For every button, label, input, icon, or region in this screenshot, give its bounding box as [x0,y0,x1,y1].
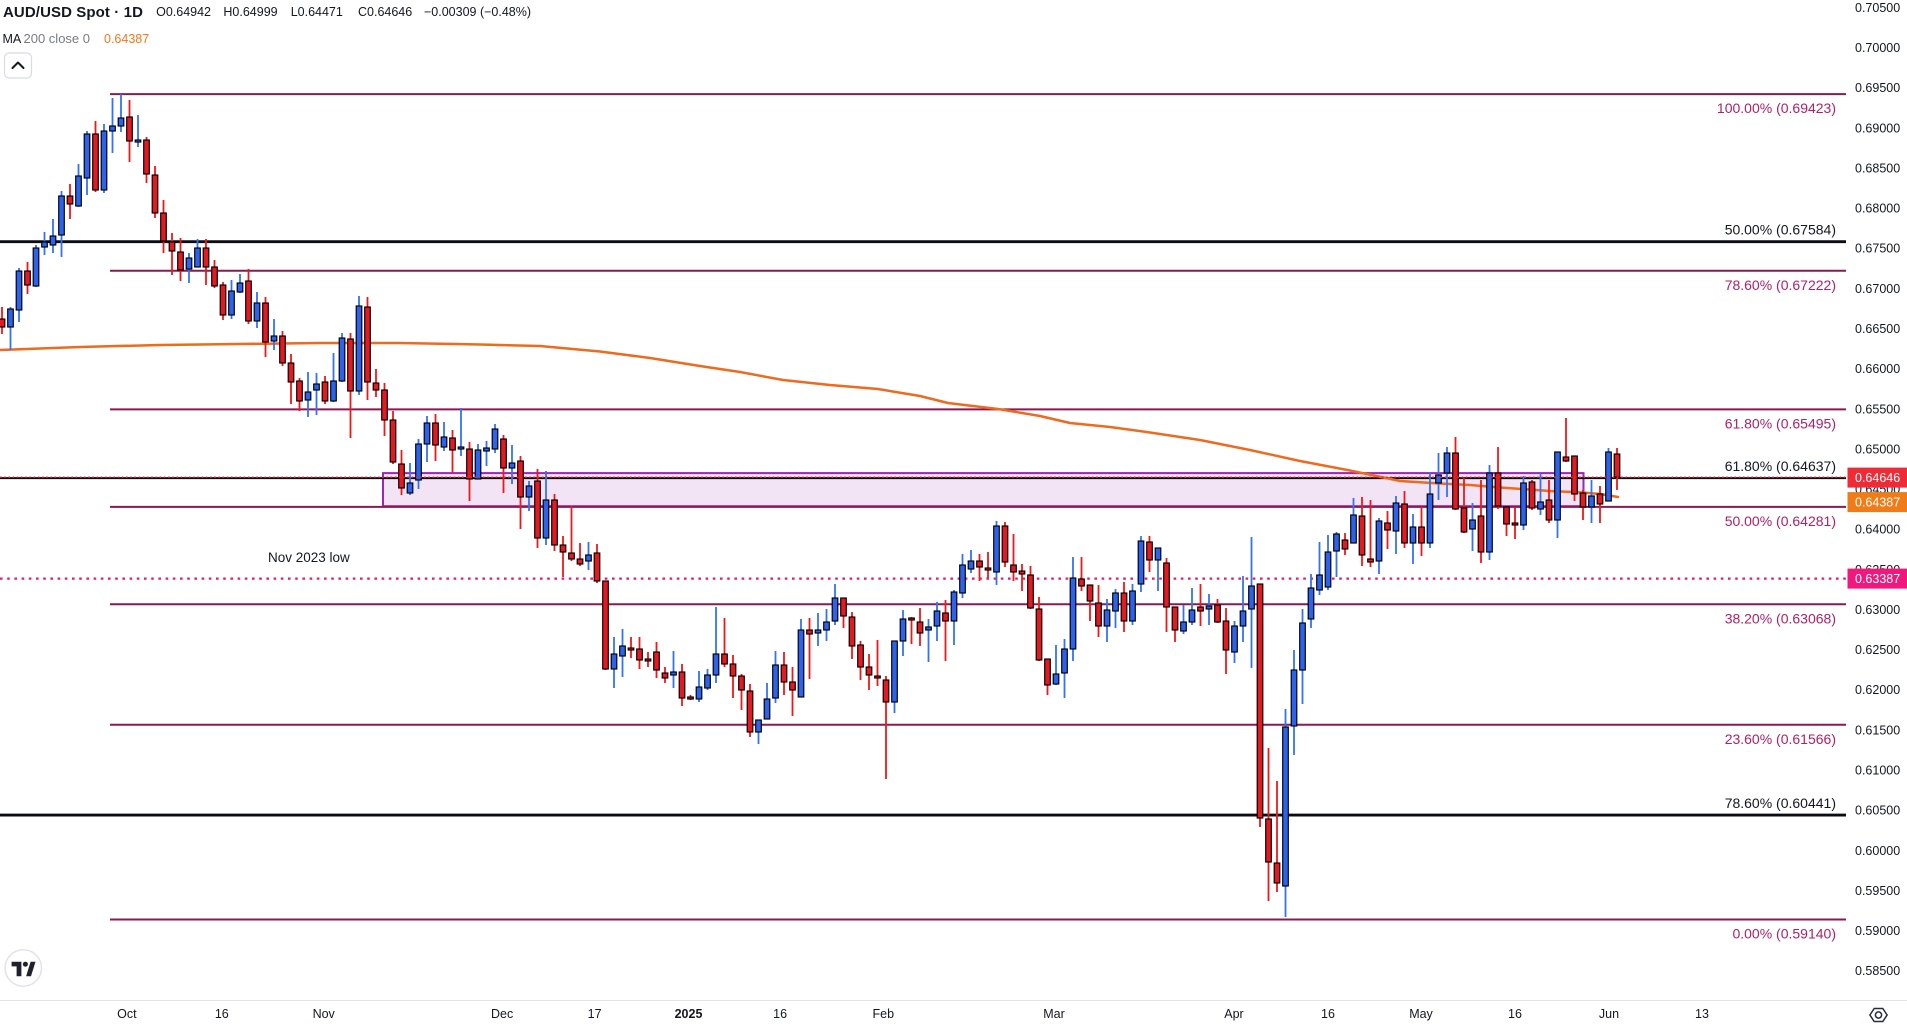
svg-text:2025: 2025 [675,1007,703,1021]
svg-text:0.62500: 0.62500 [1855,643,1900,657]
svg-text:Oct: Oct [117,1007,137,1021]
svg-text:0.65500: 0.65500 [1855,402,1900,416]
svg-text:0.64387: 0.64387 [104,32,149,46]
svg-text:0.65000: 0.65000 [1855,442,1900,456]
svg-text:0.64646: 0.64646 [1855,471,1900,485]
svg-text:200 close 0: 200 close 0 [24,31,91,46]
svg-text:78.60% (0.60441): 78.60% (0.60441) [1725,795,1836,811]
svg-text:0.61500: 0.61500 [1855,723,1900,737]
svg-text:13: 13 [1695,1007,1709,1021]
svg-text:0.60500: 0.60500 [1855,804,1900,818]
svg-text:Jun: Jun [1599,1007,1619,1021]
svg-text:16: 16 [773,1007,787,1021]
svg-text:0.67000: 0.67000 [1855,282,1900,296]
svg-text:Apr: Apr [1224,1007,1243,1021]
svg-text:Nov: Nov [313,1007,336,1021]
svg-text:C0.64646: C0.64646 [358,5,412,19]
svg-text:0.59000: 0.59000 [1855,924,1900,938]
svg-text:0.00% (0.59140): 0.00% (0.59140) [1732,926,1836,942]
svg-text:17: 17 [588,1007,602,1021]
svg-text:Nov 2023 low: Nov 2023 low [268,550,350,565]
svg-text:0.66000: 0.66000 [1855,362,1900,376]
svg-text:61.80% (0.64637): 61.80% (0.64637) [1725,458,1836,474]
svg-text:50.00% (0.64281): 50.00% (0.64281) [1725,513,1836,529]
svg-text:0.60000: 0.60000 [1855,844,1900,858]
svg-text:0.63000: 0.63000 [1855,603,1900,617]
svg-text:38.20% (0.63068): 38.20% (0.63068) [1725,610,1836,626]
svg-text:78.60% (0.67222): 78.60% (0.67222) [1725,277,1836,293]
svg-text:0.63387: 0.63387 [1855,572,1900,586]
svg-text:0.64387: 0.64387 [1855,495,1900,509]
svg-text:0.70000: 0.70000 [1855,41,1900,55]
svg-text:0.67500: 0.67500 [1855,242,1900,256]
svg-text:O0.64942: O0.64942 [156,5,211,19]
svg-text:100.00% (0.69423): 100.00% (0.69423) [1717,100,1836,116]
svg-text:Mar: Mar [1043,1007,1065,1021]
svg-text:0.69000: 0.69000 [1855,121,1900,135]
svg-text:0.58500: 0.58500 [1855,964,1900,978]
svg-text:H0.64999: H0.64999 [223,5,277,19]
svg-text:AUD/USD Spot · 1D: AUD/USD Spot · 1D [3,4,143,21]
svg-text:16: 16 [1321,1007,1335,1021]
svg-text:61.80% (0.65495): 61.80% (0.65495) [1725,415,1836,431]
svg-text:−0.00309 (−0.48%): −0.00309 (−0.48%) [424,5,531,19]
svg-text:0.69500: 0.69500 [1855,81,1900,95]
svg-text:May: May [1409,1007,1433,1021]
svg-text:Dec: Dec [491,1007,513,1021]
svg-text:0.61000: 0.61000 [1855,764,1900,778]
svg-text:16: 16 [215,1007,229,1021]
svg-text:Feb: Feb [873,1007,895,1021]
svg-text:MA: MA [3,32,22,46]
svg-text:0.62000: 0.62000 [1855,683,1900,697]
svg-text:0.70500: 0.70500 [1855,1,1900,15]
svg-text:0.59500: 0.59500 [1855,884,1900,898]
svg-text:0.66500: 0.66500 [1855,322,1900,336]
svg-text:0.64000: 0.64000 [1855,523,1900,537]
svg-text:16: 16 [1508,1007,1522,1021]
svg-text:L0.64471: L0.64471 [291,5,343,19]
svg-text:23.60% (0.61566): 23.60% (0.61566) [1725,731,1836,747]
svg-text:0.68500: 0.68500 [1855,162,1900,176]
svg-text:0.68000: 0.68000 [1855,202,1900,216]
svg-text:50.00% (0.67584): 50.00% (0.67584) [1725,222,1836,238]
